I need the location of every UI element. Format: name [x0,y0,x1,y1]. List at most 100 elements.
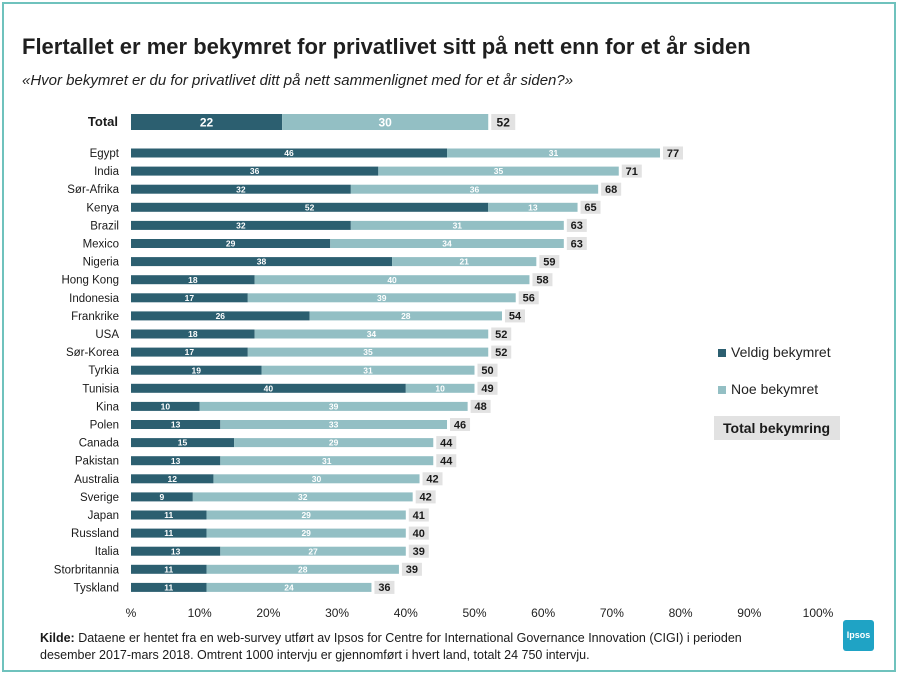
category-label: Pakistan [75,456,119,468]
category-label: Hong Kong [61,275,119,287]
bar-noe [199,401,468,411]
data-label-veldig: 13 [171,456,181,466]
data-label-total: 63 [571,238,583,250]
data-label-total: 41 [413,510,425,522]
data-label-noe: 28 [401,311,411,321]
bar-veldig [131,220,351,230]
total-label-bg [374,580,395,594]
data-label-veldig: 32 [236,220,246,230]
data-label-noe: 21 [459,257,469,267]
data-label-total: 48 [475,401,487,413]
bar-veldig [131,239,331,248]
data-label-total: 50 [481,365,493,377]
data-label-noe: 39 [329,401,339,411]
data-label-noe: 40 [387,275,397,285]
data-label-noe: 34 [442,239,452,249]
bar-veldig [131,582,207,592]
data-label-noe: 31 [549,148,559,158]
x-tick-label: 60% [531,606,555,620]
data-label-noe: 28 [298,564,308,574]
chart-title: Flertallet er mer bekymret for privatliv… [22,34,751,59]
total-label-bg [504,309,525,323]
data-label-noe: 33 [329,420,339,430]
data-label-veldig: 36 [250,166,260,176]
category-label: Tunisia [82,383,119,395]
data-label-total: 58 [536,275,548,287]
total-label-bg [491,114,516,130]
bar-veldig [131,148,448,158]
data-label-total: 63 [571,220,583,232]
data-label-total: 52 [497,115,511,129]
bar-noe [247,347,489,357]
bar-noe [254,275,530,285]
category-label: Kenya [86,202,119,214]
bar-veldig [131,202,489,212]
bar-noe [447,148,660,158]
data-label-noe: 30 [312,474,322,484]
data-label-veldig: 10 [161,401,171,411]
ipsos-logo: Ipsos [843,620,874,651]
category-label: Egypt [90,148,120,160]
x-tick-label: 70% [600,606,624,620]
data-label-noe: 29 [329,438,339,448]
data-label-noe: 36 [470,184,480,194]
bar-noe [220,546,406,556]
total-label-bg [408,508,429,522]
data-label-noe: 34 [367,329,377,339]
bar-noe [206,528,406,538]
data-label-noe: 30 [379,115,393,129]
data-label-veldig: 26 [216,311,226,321]
bar-noe [309,311,502,321]
data-label-total: 59 [543,256,555,268]
bar-noe [405,383,475,393]
data-label-veldig: 32 [236,184,246,194]
data-label-veldig: 19 [192,365,202,375]
data-label-total: 77 [667,148,679,160]
bar-noe [220,420,448,429]
total-label-bg [491,327,512,341]
data-label-noe: 31 [363,365,373,375]
data-label-total: 49 [481,383,493,395]
total-label-bg [422,472,443,486]
x-tick-label: 20% [256,606,280,620]
total-label-bg [539,255,560,269]
x-tick-label: 40% [394,606,418,620]
bar-noe [392,257,537,267]
category-label: USA [95,329,119,341]
category-label: Kina [96,401,120,413]
data-label-veldig: 22 [200,115,214,129]
bar-veldig [131,383,406,393]
category-label: Tyrkia [88,365,119,377]
bar-veldig [131,257,393,267]
bar-noe [192,492,413,502]
data-label-noe: 31 [453,220,463,230]
legend-noe-label: Noe bekymret [731,381,819,397]
x-tick-label: 100% [803,606,834,620]
bar-noe [206,510,406,520]
category-label: Sør-Korea [66,347,120,359]
category-label: Indonesia [69,293,119,305]
category-label: Brazil [90,220,119,232]
bar-veldig [131,293,248,303]
bar-noe [378,166,619,176]
total-label-bg [662,146,683,160]
data-label-noe: 24 [284,582,294,592]
data-label-total: 68 [605,184,617,196]
data-label-veldig: 9 [160,492,165,502]
total-label-bg [566,237,587,250]
bar-noe [350,220,564,230]
total-label-bg [401,562,422,576]
bar-noe [247,293,516,303]
category-label: Australia [74,474,119,486]
total-label-bg [436,454,457,468]
bar-veldig [131,456,221,466]
x-tick-label: 80% [669,606,693,620]
bar-noe [213,474,420,484]
data-label-veldig: 13 [171,546,181,556]
chart-subtitle: «Hvor bekymret er du for privatlivet dit… [22,72,574,89]
data-label-veldig: 38 [257,257,267,267]
data-label-total: 40 [413,528,425,540]
category-label: Sverige [80,492,119,504]
data-label-total: 44 [440,456,453,468]
